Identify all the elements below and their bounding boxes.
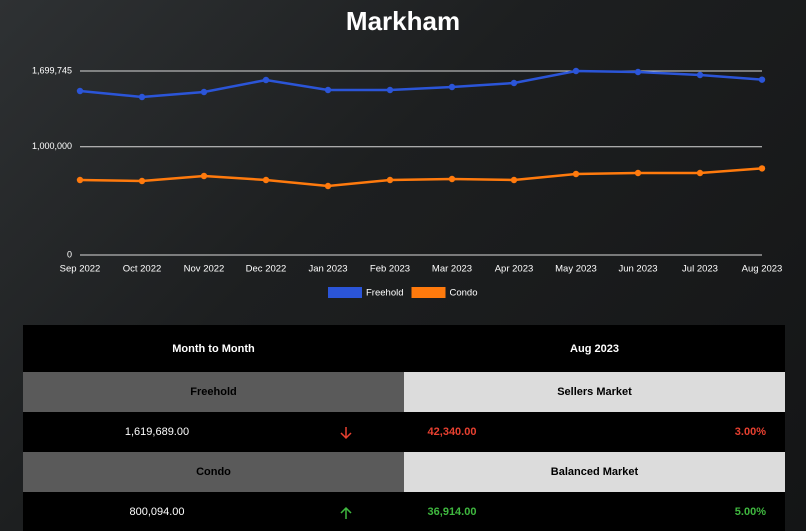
- x-tick-label: Jun 2023: [618, 264, 657, 275]
- x-tick-label: Aug 2023: [742, 264, 783, 275]
- row-bg: [23, 492, 785, 531]
- row-price: 1,619,689.00: [124, 426, 190, 438]
- point: [448, 83, 456, 91]
- arrow-up: [340, 506, 352, 519]
- point: [758, 165, 766, 172]
- point: [758, 76, 766, 83]
- chart: Markham 0 1,000,000 1,699,745 Sep 2022 Oct 2…: [32, 6, 783, 299]
- y-tick-label: 1,000,000: [32, 141, 72, 151]
- y-tick-label: 1,699,745: [32, 65, 72, 75]
- point: [138, 93, 146, 101]
- arrow-down: [340, 427, 352, 440]
- x-tick-label: Nov 2022: [184, 264, 225, 275]
- point: [386, 176, 394, 184]
- point: [634, 68, 642, 76]
- point: [448, 175, 456, 183]
- point: [510, 176, 518, 184]
- table-header: Aug 2023: [404, 325, 785, 372]
- row-type: Condo: [23, 452, 404, 492]
- row-change: 42,340.00: [427, 426, 477, 438]
- x-tick-label: Apr 2023: [495, 264, 534, 275]
- point: [696, 169, 704, 177]
- x-tick-label: Feb 2023: [370, 264, 410, 275]
- point: [138, 177, 146, 185]
- point: [262, 76, 270, 84]
- y-tick-label: 0: [67, 249, 72, 259]
- row-bg: [23, 412, 785, 452]
- row-market: Sellers Market: [404, 372, 785, 412]
- row-percent: 3.00%: [734, 426, 766, 438]
- row-type: Freehold: [23, 372, 404, 412]
- chart-title: Markham: [346, 6, 460, 36]
- point: [76, 176, 84, 184]
- x-tick-label: Jan 2023: [308, 264, 347, 275]
- point: [572, 170, 580, 178]
- x-tick-label: May 2023: [555, 264, 597, 275]
- legend-label: Freehold: [366, 288, 404, 299]
- x-tick-label: Dec 2022: [246, 264, 287, 275]
- point: [324, 86, 332, 94]
- point: [386, 86, 394, 94]
- x-tick-label: Jul 2023: [682, 264, 718, 275]
- point: [572, 67, 580, 75]
- point: [200, 88, 208, 96]
- x-tick-label: Mar 2023: [432, 264, 472, 275]
- legend-swatch: [328, 287, 362, 298]
- row-market: Balanced Market: [404, 452, 785, 492]
- point: [76, 87, 84, 95]
- point: [262, 176, 270, 184]
- series-line: [79, 69, 763, 99]
- table-header: Month to Month: [23, 325, 404, 372]
- legend-label: Condo: [450, 288, 478, 299]
- row-percent: 5.00%: [734, 505, 766, 518]
- x-tick-label: Sep 2022: [60, 264, 101, 275]
- point: [696, 71, 704, 79]
- point: [634, 169, 642, 177]
- row-change: 36,914.00: [427, 505, 477, 518]
- point: [510, 79, 518, 87]
- point: [200, 172, 208, 180]
- point: [324, 182, 332, 190]
- row-price: 800,094.00: [129, 505, 185, 518]
- x-tick-label: Oct 2022: [123, 264, 162, 275]
- series-line: [79, 167, 763, 188]
- legend-swatch: [411, 287, 446, 298]
